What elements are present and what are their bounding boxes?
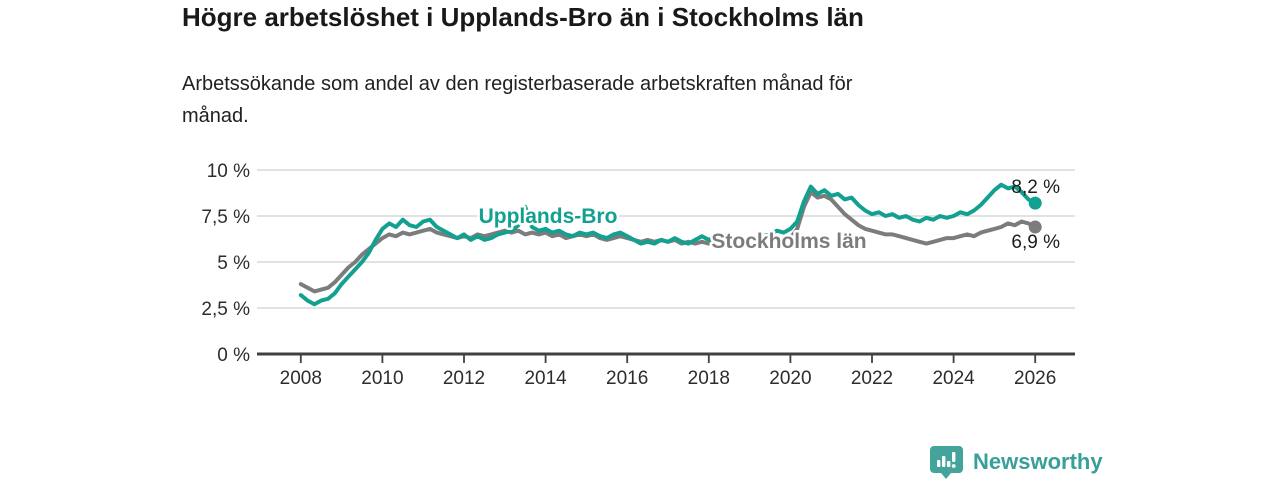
x-tick-label: 2022 xyxy=(851,368,893,389)
newsworthy-logo-text: Newsworthy xyxy=(973,449,1103,474)
series-label: Upplands-Bro xyxy=(479,205,618,228)
y-tick-label: 7,5 % xyxy=(201,207,250,228)
series-end-value-label: 8,2 % xyxy=(1011,177,1060,198)
x-tick-label: 2014 xyxy=(524,368,567,389)
x-tick-label: 2012 xyxy=(443,368,485,389)
series-end-value-label: 6,9 % xyxy=(1011,232,1060,253)
chart-subtitle-line2: månad. xyxy=(182,105,249,127)
x-tick-label: 2020 xyxy=(769,368,811,389)
y-tick-label: 0 % xyxy=(217,345,250,366)
chart-subtitle: Arbetssökande som andel av den registerb… xyxy=(182,68,852,132)
series-end-dot xyxy=(1028,196,1042,210)
series-line-upplands-bro xyxy=(298,182,1038,307)
y-tick-label: 2,5 % xyxy=(201,299,250,320)
newsworthy-logo-icon xyxy=(930,446,963,479)
x-tick-label: 2008 xyxy=(280,368,322,389)
y-tick-label: 10 % xyxy=(207,161,250,182)
x-tick-label: 2010 xyxy=(361,368,403,389)
y-tick-label: 5 % xyxy=(217,253,250,274)
x-tick-label: 2026 xyxy=(1014,368,1056,389)
series-label: Stockholms län xyxy=(711,230,866,253)
chart-subtitle-line1: Arbetssökande som andel av den registerb… xyxy=(182,73,853,95)
x-tick-label: 2016 xyxy=(606,368,648,389)
x-tick-label: 2018 xyxy=(688,368,730,389)
x-tick-label: 2024 xyxy=(932,368,975,389)
chart-title: Högre arbetslöshet i Upplands-Bro än i S… xyxy=(182,2,864,32)
series-end-dot xyxy=(1028,220,1042,234)
newsworthy-logo[interactable]: Newsworthy xyxy=(930,445,1103,479)
